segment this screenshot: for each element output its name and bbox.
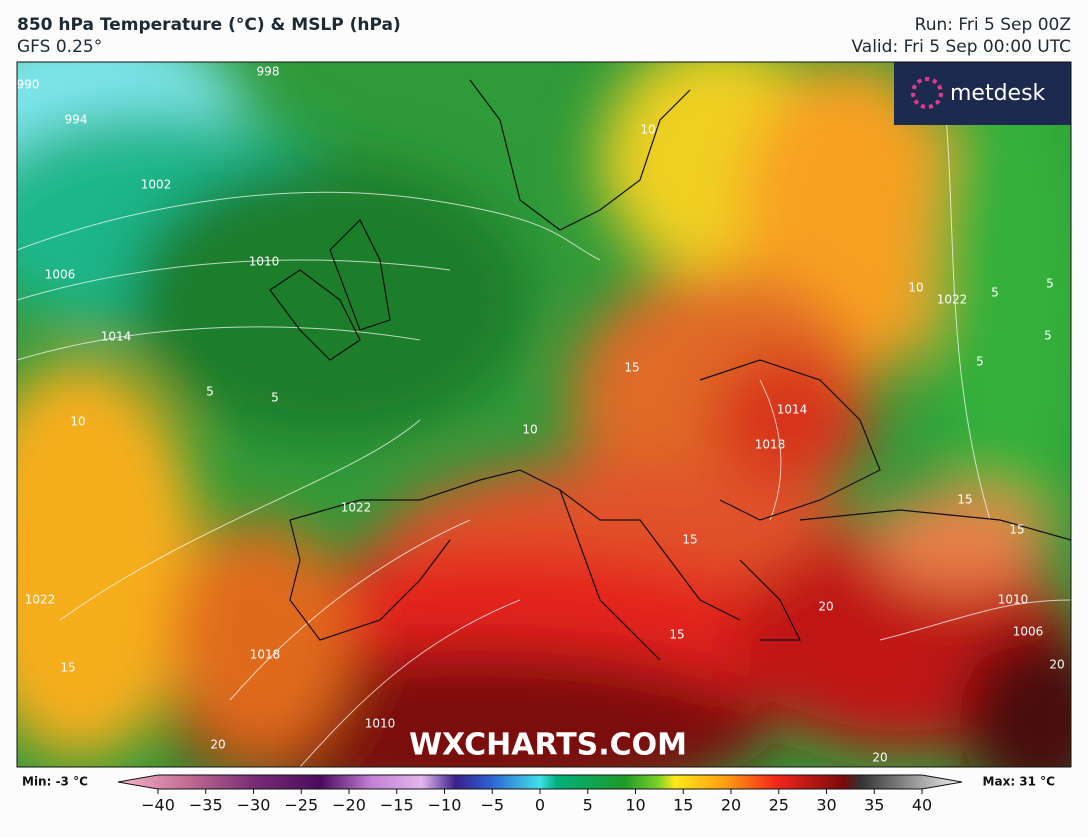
contour-label: 20: [872, 751, 887, 765]
map-frame: [16, 61, 1072, 768]
contour-label: 15: [624, 361, 639, 375]
contour-label: 1022: [341, 501, 372, 515]
title: 850 hPa Temperature (°C) & MSLP (hPa): [17, 15, 401, 35]
contour-label: 1014: [101, 330, 132, 344]
contour-label: 1018: [755, 438, 786, 452]
contour-label: 5: [271, 391, 279, 405]
legend-min: Min: -3 °C: [22, 775, 88, 789]
contour-label: 10: [640, 123, 655, 137]
run-time: Run: Fri 5 Sep 00Z: [915, 15, 1071, 35]
colorbar-tick-label: 5: [583, 796, 593, 815]
contour-label: 1022: [25, 593, 56, 607]
brand-box: [894, 62, 1071, 125]
brand: metdesk: [950, 81, 1046, 106]
colorbar-tick-label: 0: [535, 796, 545, 815]
contour-label: 994: [65, 113, 88, 127]
contour-label: 20: [1049, 658, 1064, 672]
colorbar-tick-label: 20: [721, 796, 741, 815]
colorbar-tick-label: 30: [816, 796, 836, 815]
colorbar-tick-label: 35: [864, 796, 884, 815]
colorbar: [117, 774, 963, 790]
contour-label: 998: [257, 65, 280, 79]
colorbar-tick-label: −15: [380, 796, 414, 815]
contour-label: 15: [60, 661, 75, 675]
contour-label: 1006: [45, 268, 76, 282]
contour-label: 1010: [365, 717, 396, 731]
colorbar-tick-label: −30: [237, 796, 271, 815]
colorbar-tick-label: 15: [673, 796, 693, 815]
contour-label: 10: [908, 281, 923, 295]
colorbar-tick-label: −10: [428, 796, 462, 815]
watermark: WXCHARTS.COM: [409, 728, 687, 763]
contour-label: 990: [17, 78, 40, 92]
colorbar-tick-label: 10: [625, 796, 645, 815]
contour-label: 5: [991, 286, 999, 300]
contour-label: 1006: [1013, 625, 1044, 639]
valid-time: Valid: Fri 5 Sep 00:00 UTC: [851, 37, 1071, 57]
colorbar-tick-label: −20: [332, 796, 366, 815]
colorbar-tick-label: 40: [912, 796, 932, 815]
contour-label: 1002: [141, 178, 172, 192]
contour-label: 15: [957, 493, 972, 507]
contour-label: 1018: [250, 648, 281, 662]
contour-label: 1010: [249, 255, 280, 269]
contour-label: 15: [682, 533, 697, 547]
model: GFS 0.25°: [17, 37, 102, 57]
colorbar-tick-label: −40: [141, 796, 175, 815]
contour-label: 1010: [998, 593, 1029, 607]
contour-label: 5: [976, 355, 984, 369]
contour-label: 20: [210, 738, 225, 752]
contour-label: 10: [522, 423, 537, 437]
contour-label: 15: [669, 628, 684, 642]
contour-label: 1022: [937, 293, 968, 307]
colorbar-tick-label: −25: [284, 796, 318, 815]
map: metdesk WXCHARTS.COM 990 994 998 1002 1006 10…: [17, 62, 1071, 767]
colorbar-tick-label: −35: [189, 796, 223, 815]
contour-label: 1014: [777, 403, 808, 417]
contour-label: 15: [1009, 523, 1024, 537]
contour-label: 10: [70, 415, 85, 429]
contour-label: 20: [818, 600, 833, 614]
contour-label: 5: [1044, 329, 1052, 343]
contour-label: 5: [1046, 277, 1054, 291]
colorbar-tick-label: 25: [769, 796, 789, 815]
colorbar-tick-label: −5: [480, 796, 504, 815]
legend-max: Max: 31 °C: [983, 775, 1056, 789]
contour-label: 5: [206, 385, 214, 399]
